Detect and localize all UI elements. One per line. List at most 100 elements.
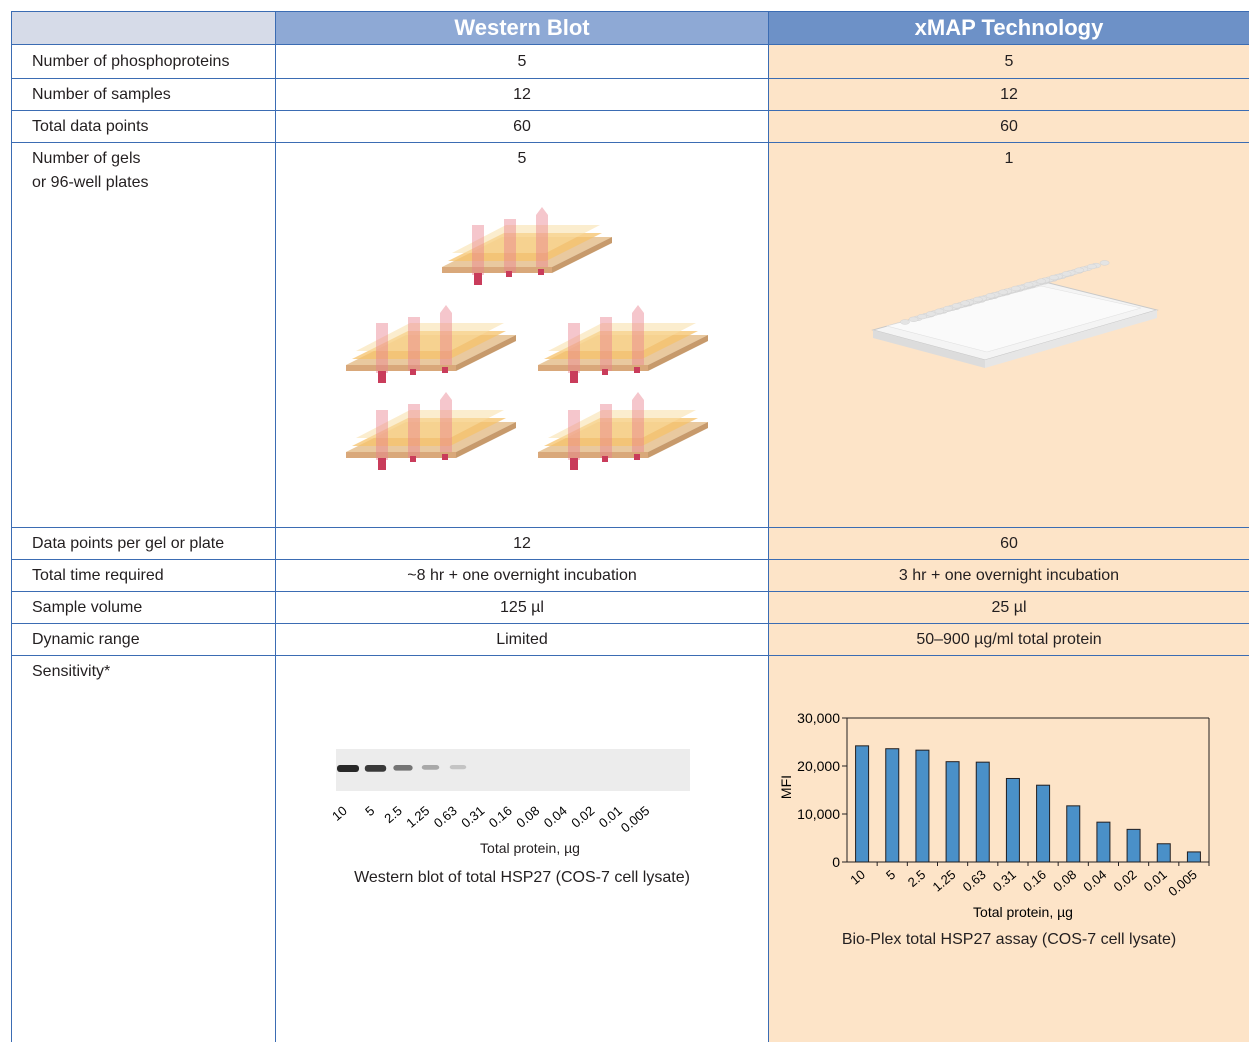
- well-plate-illustration: [871, 260, 1159, 368]
- grid-line: [11, 11, 1249, 12]
- x-tick-label: 0.02: [1110, 867, 1139, 895]
- western-blot-value: 5: [517, 53, 527, 70]
- x-tick-label: 10: [847, 867, 868, 888]
- grid-line: [11, 559, 1249, 560]
- western-blot-value: 5: [517, 150, 527, 167]
- well-icon: [1049, 274, 1059, 281]
- well-icon: [1023, 282, 1034, 288]
- well-icon: [1061, 271, 1072, 277]
- well-icon: [908, 316, 919, 322]
- xmap-value: 25 µl: [991, 599, 1027, 616]
- grid-line: [11, 110, 1249, 111]
- gels-illustration: [346, 207, 708, 470]
- well-icon: [951, 303, 962, 309]
- row-label-sample-volume: Sample volume: [32, 599, 143, 616]
- row-label-line: Number of gels: [32, 150, 141, 167]
- x-tick-label: 0.005: [1165, 867, 1200, 899]
- x-tick-label: 5: [883, 867, 898, 883]
- bar: [1036, 784, 1051, 863]
- x-tick-label: 0.01: [1141, 867, 1170, 895]
- blot-lane-label: 10: [330, 803, 350, 824]
- blot-lane-label: 0.08: [513, 803, 542, 831]
- chart-xlabel: Total protein, µg: [973, 904, 1073, 920]
- xmap-value: 5: [1004, 53, 1014, 70]
- row-label-total-time: Total time required: [32, 567, 164, 584]
- xmap-value: 60: [1000, 535, 1018, 552]
- blot-lane-label: 0.63: [431, 803, 460, 831]
- xmap-value: 3 hr + one overnight incubation: [898, 567, 1120, 584]
- y-tick-label: 30,000: [797, 710, 840, 726]
- bar: [885, 748, 900, 863]
- bar: [1005, 777, 1020, 863]
- western-blot-value: Limited: [496, 631, 548, 648]
- y-tick-label: 20,000: [797, 758, 840, 774]
- well-icon: [960, 300, 971, 306]
- grid-line: [11, 78, 1249, 79]
- bar: [1156, 843, 1171, 863]
- bar: [975, 761, 990, 863]
- x-tick-label: 1.25: [929, 867, 958, 895]
- row-label-line: or 96-well plates: [32, 174, 149, 191]
- grid-line: [11, 655, 1249, 656]
- bar: [915, 749, 930, 863]
- row-label-total-data-points: Total data points: [32, 118, 149, 135]
- gel-icon: [538, 305, 708, 383]
- grid-line: [11, 11, 12, 1042]
- blot-band: [337, 765, 359, 772]
- chart-ylabel: MFI: [778, 775, 794, 799]
- blot-caption: Western blot of total HSP27 (COS-7 cell …: [354, 869, 690, 886]
- row-label-data-per-gel: Data points per gel or plate: [32, 535, 225, 552]
- gel-icon: [442, 207, 612, 285]
- well-icon: [900, 319, 910, 325]
- blot-lane-label: 0.005: [618, 803, 653, 835]
- y-tick-label: 0: [832, 854, 840, 870]
- grid-line: [11, 591, 1249, 592]
- x-tick-label: 0.08: [1050, 867, 1079, 895]
- well-icon: [1011, 285, 1021, 292]
- chart-caption: Bio-Plex total HSP27 assay (COS-7 cell l…: [841, 931, 1177, 948]
- well-icon: [1036, 278, 1047, 284]
- x-tick-label: 0.31: [990, 867, 1019, 895]
- row-label-gels-plates: Number of gels or 96-well plates: [32, 147, 149, 195]
- grid-line: [768, 11, 769, 1042]
- wells-grid-icon: [900, 260, 1110, 325]
- well-icon: [985, 293, 996, 299]
- blot-xlabel: Total protein, µg: [480, 840, 580, 856]
- bar: [1186, 851, 1201, 863]
- row-label-sensitivity: Sensitivity*: [32, 663, 111, 680]
- gel-icon: [346, 392, 516, 470]
- y-tick-label: 10,000: [797, 806, 840, 822]
- blot-lane-label: 0.16: [486, 803, 515, 831]
- xmap-value: 1: [1004, 150, 1014, 167]
- grid-line: [11, 142, 1249, 143]
- row-label-phosphoproteins: Number of phosphoproteins: [32, 53, 230, 70]
- blot-lane-label: 2.5: [381, 803, 404, 826]
- well-icon: [1099, 260, 1110, 266]
- western-blot-value: 12: [513, 86, 531, 103]
- bar: [1096, 821, 1111, 863]
- xmap-value: 12: [1000, 86, 1018, 103]
- xmap-column-background: [769, 44, 1249, 1042]
- gel-icon: [538, 392, 708, 470]
- blot-band: [393, 765, 413, 771]
- blot-lane-label: 5: [362, 803, 377, 819]
- header-blank-cell: [11, 11, 275, 44]
- well-icon: [925, 311, 936, 317]
- x-tick-label: 2.5: [905, 867, 928, 890]
- xmap-value: 50–900 µg/ml total protein: [916, 631, 1102, 648]
- bar: [1126, 828, 1141, 863]
- western-blot-value: 60: [513, 118, 531, 135]
- grid-line: [275, 11, 276, 1042]
- header-western-blot: Western Blot: [276, 11, 768, 44]
- well-icon: [934, 308, 945, 314]
- blot-lane-label: 1.25: [403, 803, 432, 831]
- row-label-dynamic-range: Dynamic range: [32, 631, 140, 648]
- well-icon: [1087, 263, 1097, 270]
- well-icon: [1074, 267, 1085, 273]
- western-blot-value: 12: [513, 535, 531, 552]
- grid-line: [11, 623, 1249, 624]
- bar: [855, 745, 870, 863]
- western-blot-value: ~8 hr + one overnight incubation: [407, 567, 637, 584]
- blot-lane-label: 0.31: [458, 803, 487, 831]
